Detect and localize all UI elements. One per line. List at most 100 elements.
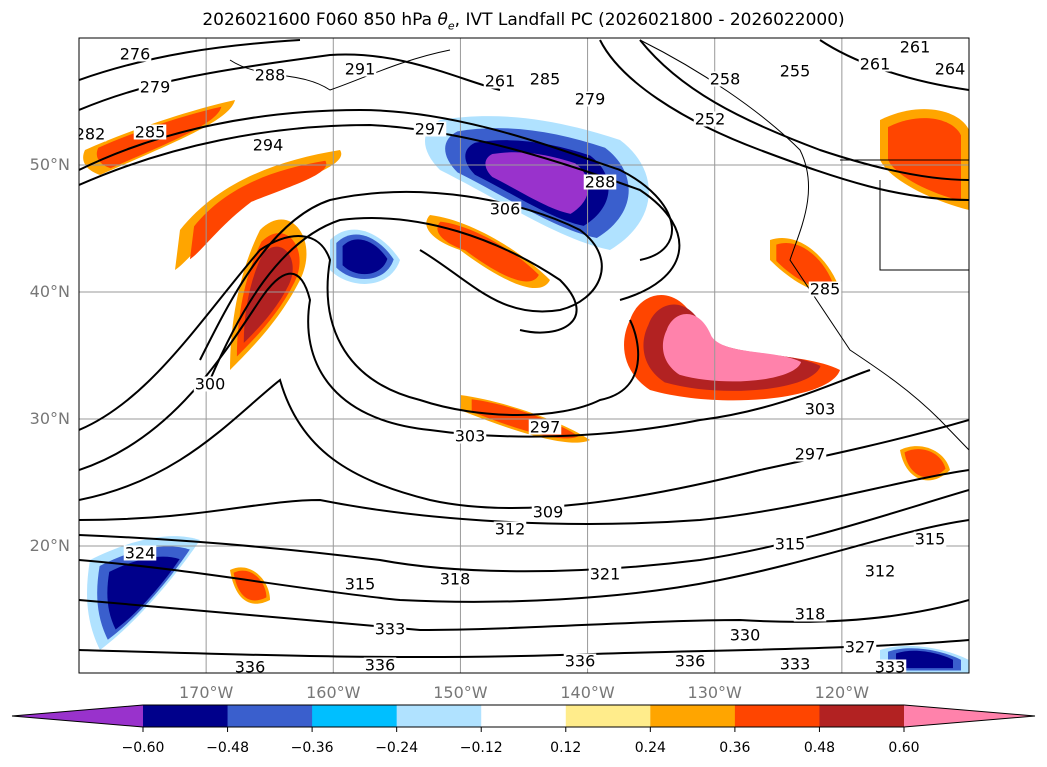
contour-label: 255 xyxy=(780,62,811,81)
theta-e-contour xyxy=(209,217,578,381)
contour-label: 285 xyxy=(810,280,841,299)
contour-label: 258 xyxy=(710,70,741,89)
pc-shading xyxy=(83,100,969,673)
contour-label-bg xyxy=(373,621,407,637)
y-tick-label: 40°N xyxy=(29,282,70,301)
contour-label: 315 xyxy=(345,575,376,594)
theta-e-contour xyxy=(79,272,871,471)
x-tick-label: 120°W xyxy=(814,683,870,702)
contour-label-bg xyxy=(913,531,947,547)
colorbar-tick-label: −0.12 xyxy=(459,740,503,756)
contour-label: 315 xyxy=(915,530,946,549)
contour-label: 321 xyxy=(590,565,621,584)
theta-e-contour xyxy=(79,469,969,525)
colorbar xyxy=(11,704,1036,732)
contour-label: 336 xyxy=(675,652,706,671)
contour-label-bg xyxy=(528,71,562,87)
contour-label: 297 xyxy=(530,418,561,437)
contour-label-bg xyxy=(843,639,877,655)
contour-label-bg xyxy=(858,56,892,72)
contour-label-bg xyxy=(118,46,152,62)
theta-e-contour xyxy=(79,639,969,659)
contour-label: 297 xyxy=(795,445,826,464)
contour-label-bg xyxy=(253,67,287,83)
colorbar-segment xyxy=(227,705,313,727)
contour-label-bg xyxy=(233,659,267,673)
contour-label-bg xyxy=(693,111,727,127)
chart-title: 2026021600 F060 850 hPa θe, IVT Landfall… xyxy=(202,10,845,33)
theta-e-contour xyxy=(79,39,301,81)
colorbar-tick-label: 0.36 xyxy=(719,740,751,756)
colorbar-segment xyxy=(819,705,905,727)
contour-label: 285 xyxy=(135,123,166,142)
map-frame xyxy=(78,37,970,674)
contour-label-bg xyxy=(583,174,617,190)
colorbar-extend-low xyxy=(12,705,143,727)
contour-label: 285 xyxy=(530,70,561,89)
contour-label: 303 xyxy=(805,400,836,419)
contour-label: 336 xyxy=(235,658,266,677)
contour-label: 300 xyxy=(195,375,226,394)
contour-label: 279 xyxy=(140,78,171,97)
contour-label-bg xyxy=(493,521,527,537)
colorbar-tick-label: 0.12 xyxy=(550,740,582,756)
pc-shading-region xyxy=(485,152,589,214)
contour-label-bg xyxy=(808,281,842,297)
contour-label-bg xyxy=(773,536,807,552)
contour-label-bg xyxy=(793,606,827,622)
colorbar-tick-label: 0.48 xyxy=(803,740,836,756)
contour-label-bg xyxy=(133,124,167,140)
contour-label-bg xyxy=(793,446,827,462)
contour-label-bg xyxy=(778,656,812,672)
contour-label-bg xyxy=(673,653,707,669)
contour-label: 303 xyxy=(455,427,486,446)
contour-label-bg xyxy=(453,428,487,444)
contour-label-bg xyxy=(488,201,522,217)
contour-label-bg xyxy=(588,566,622,582)
contour-label-bg xyxy=(531,504,565,520)
contour-label-bg xyxy=(343,576,377,592)
contour-label-bg xyxy=(413,121,447,137)
theta-e-contour xyxy=(79,108,674,261)
contour-label-bg xyxy=(863,563,897,579)
colorbar-tick-label: −0.60 xyxy=(121,740,165,756)
contour-label-bg xyxy=(708,71,742,87)
contour-label-bg xyxy=(363,657,397,673)
colorbar-segment xyxy=(481,705,567,727)
x-tick-label: 150°W xyxy=(433,683,488,702)
pc-shading-region xyxy=(189,160,327,260)
contour-label: 264 xyxy=(935,60,966,79)
colorbar-tick-label: 0.24 xyxy=(634,740,666,756)
contour-label-bg xyxy=(343,61,377,77)
contour-label-bg xyxy=(251,137,285,153)
contour-label: 330 xyxy=(730,626,761,645)
contour-label: 297 xyxy=(415,120,446,139)
contour-label-bg xyxy=(873,659,907,673)
contour-label: 318 xyxy=(795,605,826,624)
contour-label-bg xyxy=(79,126,107,142)
coastline-segment xyxy=(879,180,969,271)
contour-label: 333 xyxy=(780,655,811,674)
contour-label: 318 xyxy=(440,570,471,589)
pc-shading-region xyxy=(896,650,953,669)
x-tick-label: 160°W xyxy=(306,683,361,702)
contour-label: 333 xyxy=(875,658,906,677)
contour-label-bg xyxy=(573,91,607,107)
theta-e-contour xyxy=(79,378,969,510)
x-tick-label: 140°W xyxy=(560,683,615,702)
contour-label: 282 xyxy=(75,125,106,144)
contour-label: 336 xyxy=(365,656,396,675)
colorbar-tick-label: 0.60 xyxy=(888,740,920,756)
contour-label-bg xyxy=(483,73,517,89)
theta-e-contours xyxy=(79,39,969,659)
pc-shading-region xyxy=(243,246,293,343)
contour-label: 261 xyxy=(900,38,931,57)
coastline xyxy=(229,39,969,451)
pc-shading-region xyxy=(107,556,180,630)
contour-label-bg xyxy=(138,79,172,95)
contour-label: 294 xyxy=(253,136,284,155)
colorbar-segment xyxy=(565,705,651,727)
x-tick-label: 170°W xyxy=(178,683,234,702)
contour-label: 288 xyxy=(255,66,286,85)
